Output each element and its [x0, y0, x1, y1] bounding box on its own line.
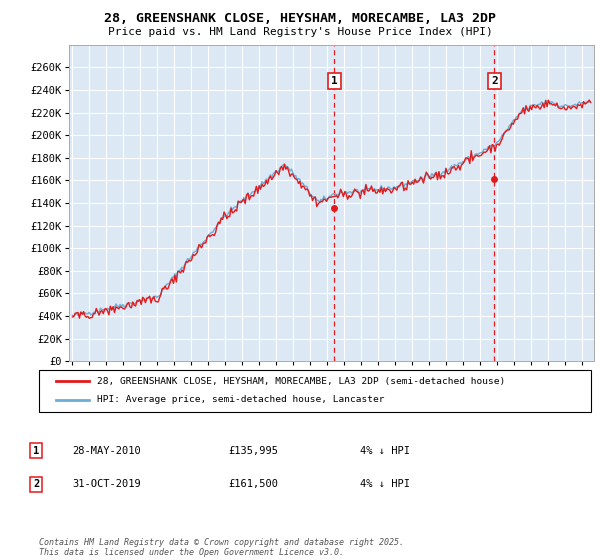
Text: 4% ↓ HPI: 4% ↓ HPI	[360, 446, 410, 456]
FancyBboxPatch shape	[39, 370, 591, 412]
Text: 4% ↓ HPI: 4% ↓ HPI	[360, 479, 410, 489]
Text: 28, GREENSHANK CLOSE, HEYSHAM, MORECAMBE, LA3 2DP: 28, GREENSHANK CLOSE, HEYSHAM, MORECAMBE…	[104, 12, 496, 25]
Text: 1: 1	[331, 76, 338, 86]
Text: Price paid vs. HM Land Registry's House Price Index (HPI): Price paid vs. HM Land Registry's House …	[107, 27, 493, 37]
Text: £135,995: £135,995	[228, 446, 278, 456]
Text: 28-MAY-2010: 28-MAY-2010	[72, 446, 141, 456]
Text: 31-OCT-2019: 31-OCT-2019	[72, 479, 141, 489]
Text: 28, GREENSHANK CLOSE, HEYSHAM, MORECAMBE, LA3 2DP (semi-detached house): 28, GREENSHANK CLOSE, HEYSHAM, MORECAMBE…	[97, 377, 505, 386]
Text: 2: 2	[33, 479, 39, 489]
Text: Contains HM Land Registry data © Crown copyright and database right 2025.
This d: Contains HM Land Registry data © Crown c…	[39, 538, 404, 557]
Text: £161,500: £161,500	[228, 479, 278, 489]
Text: HPI: Average price, semi-detached house, Lancaster: HPI: Average price, semi-detached house,…	[97, 395, 385, 404]
Text: 2: 2	[491, 76, 497, 86]
Text: 1: 1	[33, 446, 39, 456]
